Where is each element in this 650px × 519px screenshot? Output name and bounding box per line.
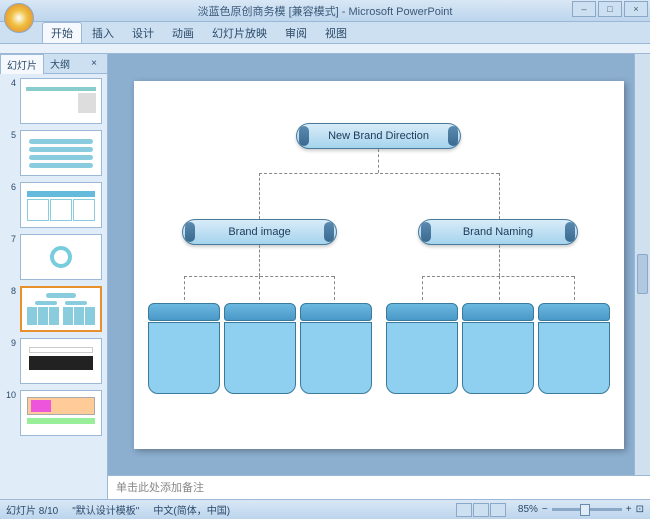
slide-panel: 幻灯片 大纲 × 4 5 6 7 8 9 10 bbox=[0, 54, 108, 499]
titlebar: 淡蓝色原创商务模 [兼容模式] - Microsoft PowerPoint –… bbox=[0, 0, 650, 22]
jar-4[interactable] bbox=[386, 303, 458, 395]
statusbar: 幻灯片 8/10 "默认设计模板" 中文(简体，中国) 85% − + ⊡ bbox=[0, 499, 650, 519]
connector bbox=[184, 276, 185, 300]
connector bbox=[259, 245, 260, 276]
node-top-label: New Brand Direction bbox=[328, 130, 429, 142]
minimize-button[interactable]: – bbox=[572, 1, 596, 17]
view-show-icon[interactable] bbox=[490, 503, 506, 517]
scroll-thumb[interactable] bbox=[637, 254, 648, 294]
tab-home[interactable]: 开始 bbox=[42, 22, 82, 43]
main-area: New Brand Direction Brand image Brand Na… bbox=[108, 54, 650, 499]
thumb-4[interactable] bbox=[20, 78, 102, 124]
view-normal-icon[interactable] bbox=[456, 503, 472, 517]
thumb-8[interactable] bbox=[20, 286, 102, 332]
tab-outline[interactable]: 大纲 bbox=[44, 54, 76, 73]
ribbon-tabs: 开始 插入 设计 动画 幻灯片放映 审阅 视图 bbox=[0, 22, 650, 44]
thumb-num: 9 bbox=[4, 338, 16, 384]
connector bbox=[378, 149, 379, 173]
connector bbox=[259, 276, 260, 300]
jar-3[interactable] bbox=[300, 303, 372, 395]
thumb-6[interactable] bbox=[20, 182, 102, 228]
zoom-value: 85% bbox=[518, 504, 538, 515]
thumb-10[interactable] bbox=[20, 390, 102, 436]
jar-5[interactable] bbox=[462, 303, 534, 395]
office-button[interactable] bbox=[4, 3, 34, 33]
zoom-in-icon[interactable]: + bbox=[626, 504, 632, 515]
connector bbox=[422, 276, 574, 277]
window-title: 淡蓝色原创商务模 [兼容模式] - Microsoft PowerPoint bbox=[198, 3, 453, 19]
connector bbox=[334, 276, 335, 300]
thumb-7[interactable] bbox=[20, 234, 102, 280]
tab-slides[interactable]: 幻灯片 bbox=[0, 54, 44, 74]
connector bbox=[259, 173, 499, 174]
thumb-num: 6 bbox=[4, 182, 16, 228]
slide-canvas[interactable]: New Brand Direction Brand image Brand Na… bbox=[108, 54, 650, 475]
close-panel-icon[interactable]: × bbox=[85, 56, 103, 71]
thumb-num: 8 bbox=[4, 286, 16, 332]
node-right[interactable]: Brand Naming bbox=[418, 219, 578, 245]
close-button[interactable]: × bbox=[624, 1, 648, 17]
node-left-label: Brand image bbox=[228, 226, 290, 238]
jar-2[interactable] bbox=[224, 303, 296, 395]
tab-review[interactable]: 审阅 bbox=[277, 23, 315, 43]
notes-pane[interactable]: 单击此处添加备注 bbox=[108, 475, 650, 499]
zoom-slider[interactable] bbox=[552, 508, 622, 511]
connector bbox=[499, 173, 500, 219]
node-right-label: Brand Naming bbox=[463, 226, 533, 238]
connector bbox=[499, 245, 500, 276]
tab-design[interactable]: 设计 bbox=[124, 23, 162, 43]
node-top[interactable]: New Brand Direction bbox=[296, 123, 461, 149]
thumb-num: 7 bbox=[4, 234, 16, 280]
vscrollbar[interactable] bbox=[634, 54, 650, 475]
zoom-out-icon[interactable]: − bbox=[542, 504, 548, 515]
node-left[interactable]: Brand image bbox=[182, 219, 337, 245]
tab-slideshow[interactable]: 幻灯片放映 bbox=[204, 23, 275, 43]
tab-animations[interactable]: 动画 bbox=[164, 23, 202, 43]
slide: New Brand Direction Brand image Brand Na… bbox=[134, 81, 624, 449]
ribbon-body bbox=[0, 44, 650, 54]
jar-1[interactable] bbox=[148, 303, 220, 395]
thumb-num: 10 bbox=[4, 390, 16, 436]
status-lang: 中文(简体，中国) bbox=[153, 502, 230, 517]
thumb-5[interactable] bbox=[20, 130, 102, 176]
view-sorter-icon[interactable] bbox=[473, 503, 489, 517]
thumbnail-list: 4 5 6 7 8 9 10 bbox=[0, 74, 107, 499]
thumb-num: 5 bbox=[4, 130, 16, 176]
tab-view[interactable]: 视图 bbox=[317, 23, 355, 43]
connector bbox=[499, 276, 500, 300]
status-slide: 幻灯片 8/10 bbox=[6, 502, 58, 517]
zoom-fit-icon[interactable]: ⊡ bbox=[636, 504, 644, 515]
maximize-button[interactable]: □ bbox=[598, 1, 622, 17]
connector bbox=[422, 276, 423, 300]
tab-insert[interactable]: 插入 bbox=[84, 23, 122, 43]
connector bbox=[574, 276, 575, 300]
jar-6[interactable] bbox=[538, 303, 610, 395]
thumb-9[interactable] bbox=[20, 338, 102, 384]
notes-placeholder: 单击此处添加备注 bbox=[116, 482, 204, 494]
thumb-num: 4 bbox=[4, 78, 16, 124]
status-template: "默认设计模板" bbox=[72, 502, 139, 517]
connector bbox=[259, 173, 260, 219]
